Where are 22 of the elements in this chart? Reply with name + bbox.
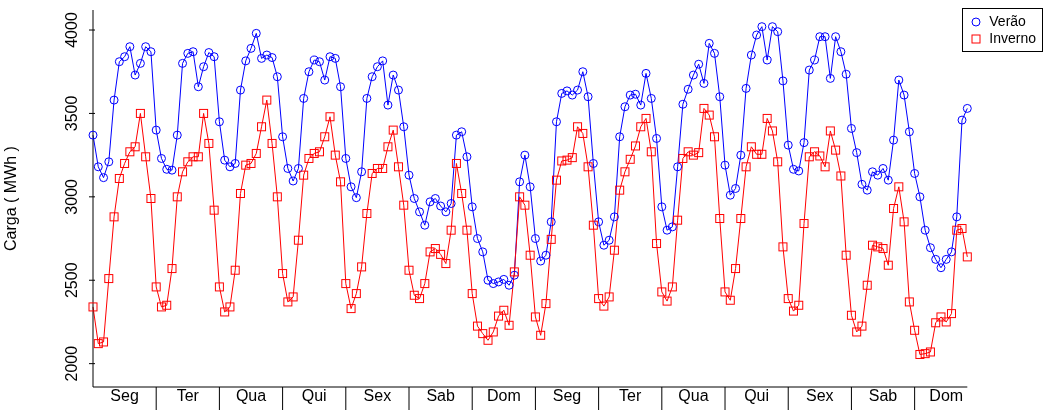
y-tick-label: 4000 xyxy=(63,12,80,48)
x-tick-label: Seg xyxy=(552,387,582,404)
legend-label: Verão xyxy=(989,13,1026,30)
x-tick-label: Qui xyxy=(744,387,770,404)
x-tick-label: Sab xyxy=(426,387,455,404)
x-tick-label: Sex xyxy=(363,387,392,404)
y-tick-label: 3500 xyxy=(63,95,80,132)
y-tick-label: 3000 xyxy=(63,178,80,215)
y-axis-title: Carga ( MWh ) xyxy=(1,146,19,251)
x-tick-label: Qua xyxy=(235,387,267,404)
x-tick-label: Ter xyxy=(176,387,200,404)
x-tick-label: Dom xyxy=(929,387,964,404)
x-tick-label: Dom xyxy=(486,387,521,404)
x-tick-label: Qua xyxy=(678,387,709,404)
x-tick-label: Seg xyxy=(110,387,139,404)
x-tick-label: Ter xyxy=(619,387,642,404)
y-tick-label: 2500 xyxy=(63,262,80,299)
y-tick-label: 2000 xyxy=(63,345,80,382)
legend-label: Inverno xyxy=(989,30,1036,47)
x-tick-label: Sab xyxy=(868,387,898,404)
x-tick-label: Sex xyxy=(806,387,834,404)
x-tick-label: Qui xyxy=(301,387,327,404)
